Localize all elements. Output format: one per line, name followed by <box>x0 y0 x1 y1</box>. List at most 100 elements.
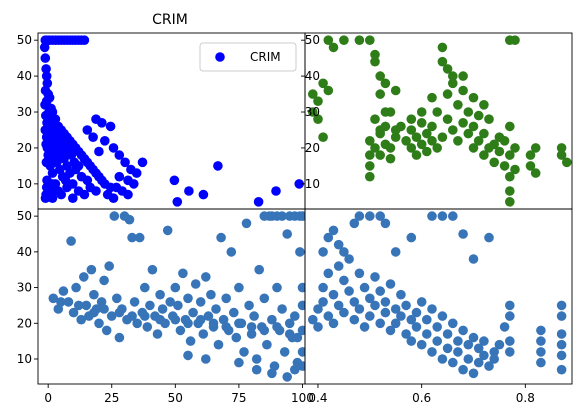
data-point <box>198 189 209 200</box>
data-point <box>114 150 125 160</box>
data-point <box>437 354 448 364</box>
data-point <box>365 211 375 221</box>
data-point <box>427 347 437 357</box>
data-point <box>365 311 375 321</box>
data-point <box>422 146 432 157</box>
data-point <box>295 211 305 221</box>
data-point <box>297 361 305 371</box>
data-point <box>47 179 58 189</box>
data-point <box>272 322 282 332</box>
data-point <box>453 336 463 346</box>
data-point <box>213 161 223 171</box>
data-point <box>46 186 56 196</box>
data-point <box>145 300 155 311</box>
data-point <box>510 143 520 153</box>
data-point <box>89 307 99 318</box>
data-point <box>267 368 277 379</box>
data-point <box>479 150 489 160</box>
data-point <box>267 314 277 325</box>
data-point <box>66 150 77 160</box>
data-point <box>246 329 257 339</box>
data-point <box>108 193 119 203</box>
data-point <box>359 282 370 293</box>
data-point <box>380 218 391 229</box>
data-point <box>140 282 150 293</box>
panels-group: 10 20 30 40 50 10 20 30 40 50 10 20 30 40 50 0 25 50 75 100… <box>17 32 573 405</box>
data-point <box>458 118 468 128</box>
data-point <box>308 107 318 117</box>
data-point <box>292 332 303 343</box>
data-point <box>82 125 93 135</box>
data-point <box>422 329 432 339</box>
data-point <box>536 347 546 357</box>
data-point <box>442 343 453 354</box>
data-point <box>479 100 489 110</box>
data-point <box>442 64 453 74</box>
y-tick-label: 50 <box>17 33 32 47</box>
data-point <box>105 121 116 132</box>
data-point <box>169 175 180 186</box>
y-tick-label: 10 <box>305 177 320 191</box>
data-point <box>284 318 295 329</box>
data-point <box>259 325 270 336</box>
data-point <box>81 300 92 311</box>
data-point <box>406 143 417 153</box>
data-point <box>62 182 72 193</box>
data-point <box>505 197 515 207</box>
data-point <box>499 161 510 171</box>
data-point <box>272 282 282 293</box>
data-point <box>458 85 468 96</box>
data-point <box>473 136 484 146</box>
data-point <box>68 307 79 318</box>
data-point <box>365 161 375 171</box>
data-point <box>294 179 305 189</box>
data-point <box>416 107 427 117</box>
data-point <box>505 121 515 132</box>
data-point <box>313 114 323 124</box>
data-point <box>365 136 375 146</box>
data-point <box>295 247 305 257</box>
x-tick-label: 0.8 <box>516 391 535 405</box>
data-point <box>385 143 396 153</box>
data-point <box>401 136 411 146</box>
points-top-right <box>308 35 572 207</box>
data-point <box>216 232 226 243</box>
data-point <box>323 85 334 96</box>
data-point <box>380 78 391 89</box>
data-point <box>375 71 386 81</box>
data-point <box>178 268 188 279</box>
data-point <box>390 247 401 257</box>
data-point <box>370 56 380 67</box>
data-point <box>73 300 84 311</box>
data-point <box>246 322 257 332</box>
data-point <box>39 42 50 53</box>
x-tick-label: 25 <box>104 391 119 405</box>
data-point <box>453 136 463 146</box>
data-point <box>323 268 334 279</box>
data-point <box>221 293 231 304</box>
data-point <box>375 318 386 329</box>
data-point <box>473 357 484 368</box>
y-tick-label: 50 <box>17 209 32 223</box>
data-point <box>396 289 406 300</box>
data-point <box>432 143 443 153</box>
data-point <box>365 171 375 182</box>
data-point <box>211 304 221 314</box>
data-point <box>396 311 406 321</box>
data-point <box>448 357 458 368</box>
data-point <box>208 318 219 329</box>
data-point <box>290 311 300 321</box>
data-point <box>71 282 81 293</box>
data-point <box>297 282 305 293</box>
data-point <box>556 300 567 311</box>
data-point <box>213 339 224 350</box>
data-point <box>100 136 110 146</box>
y-tick-label: 40 <box>17 245 32 259</box>
y-tick-label: 20 <box>305 141 320 155</box>
data-point <box>190 279 201 289</box>
data-point <box>114 307 125 318</box>
data-point <box>390 132 401 142</box>
data-point <box>108 143 119 153</box>
data-point <box>385 153 396 164</box>
data-point <box>262 339 272 350</box>
